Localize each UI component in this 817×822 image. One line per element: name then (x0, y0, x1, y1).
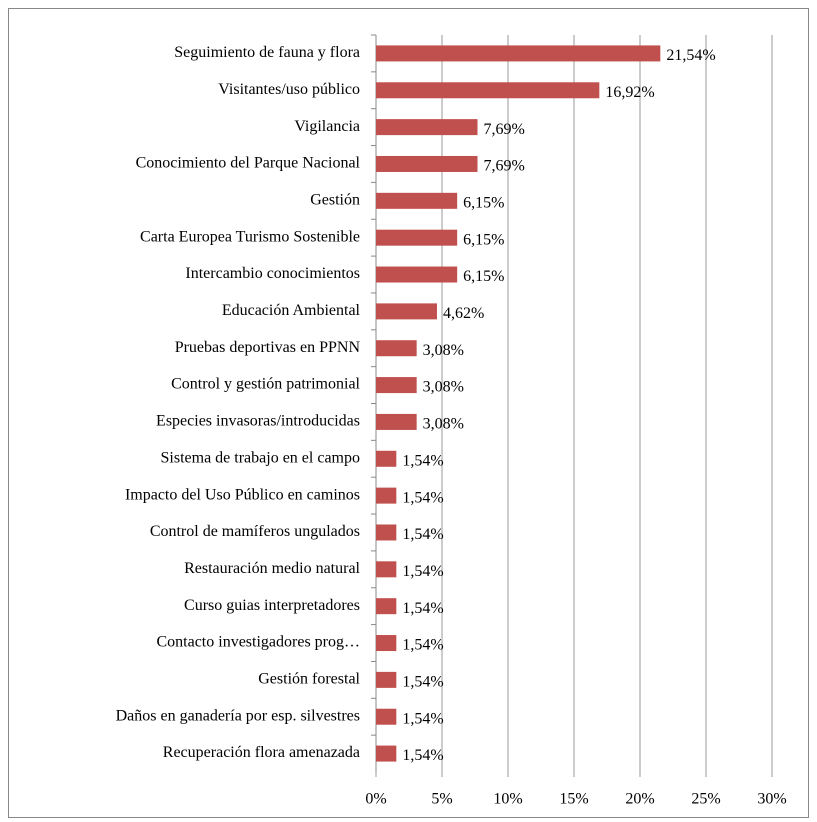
x-tick-label: 15% (559, 791, 588, 808)
value-label: 1,54% (402, 452, 443, 469)
y-tick-label: Gestión forestal (258, 671, 360, 688)
bar (376, 524, 397, 541)
bar (376, 266, 458, 283)
y-tick-label: Daños en ganadería por esp. silvestres (116, 707, 360, 724)
value-label: 6,15% (463, 231, 504, 248)
y-tick-label: Intercambio conocimientos (185, 265, 360, 282)
bar (376, 413, 417, 430)
bar (376, 155, 478, 172)
y-tick-label: Curso guias interpretadores (184, 597, 360, 614)
y-tick-label: Conocimiento del Parque Nacional (136, 155, 361, 172)
chart-frame (8, 8, 809, 818)
y-tick-label: Contacto investigadores prog… (156, 634, 360, 651)
bar (376, 598, 397, 615)
bar (376, 82, 600, 99)
bar (376, 635, 397, 652)
y-tick-label: Seguimiento de fauna y flora (174, 44, 360, 61)
value-label: 1,54% (402, 489, 443, 506)
bar (376, 303, 437, 320)
y-tick-label: Control de mamíferos ungulados (150, 523, 360, 540)
bar (376, 487, 397, 504)
value-label: 1,54% (402, 747, 443, 764)
y-tick-label: Educación Ambiental (222, 302, 361, 319)
value-label: 1,54% (402, 600, 443, 617)
value-label: 3,08% (423, 342, 464, 359)
x-tick-label: 30% (757, 791, 786, 808)
x-tick-label: 20% (625, 791, 654, 808)
bar (376, 229, 458, 246)
bar (376, 340, 417, 357)
value-label: 3,08% (423, 379, 464, 396)
bar (376, 450, 397, 467)
y-tick-label: Restauración medio natural (184, 560, 360, 577)
y-tick-label: Recuperación flora amenazada (163, 744, 360, 761)
bar (376, 45, 661, 62)
x-tick-label: 0% (365, 791, 386, 808)
y-tick-label: Pruebas deportivas en PPNN (175, 339, 361, 356)
value-label: 6,15% (463, 268, 504, 285)
value-label: 16,92% (605, 84, 654, 101)
y-tick-label: Vigilancia (294, 118, 360, 135)
bar (376, 119, 478, 136)
y-tick-label: Especies invasoras/introducidas (156, 413, 360, 430)
x-tick-label: 5% (431, 791, 452, 808)
value-label: 1,54% (402, 637, 443, 654)
y-tick-label: Gestión (310, 191, 360, 208)
y-tick-label: Carta Europea Turismo Sostenible (140, 228, 360, 245)
bar (376, 745, 397, 762)
value-label: 7,69% (484, 121, 525, 138)
value-label: 4,62% (443, 305, 484, 322)
bar (376, 671, 397, 688)
y-tick-label: Visitantes/uso público (218, 81, 360, 98)
value-label: 6,15% (463, 194, 504, 211)
value-label: 1,54% (402, 710, 443, 727)
value-label: 7,69% (484, 158, 525, 175)
value-label: 1,54% (402, 563, 443, 580)
bar (376, 708, 397, 725)
y-tick-label: Sistema de trabajo en el campo (161, 449, 360, 466)
y-tick-label: Control y gestión patrimonial (171, 376, 360, 393)
y-tick-label: Impacto del Uso Público en caminos (125, 486, 360, 503)
bar (376, 192, 458, 209)
x-tick-label: 10% (493, 791, 522, 808)
bar (376, 561, 397, 578)
bar (376, 377, 417, 394)
value-label: 1,54% (402, 674, 443, 691)
value-label: 3,08% (423, 416, 464, 433)
x-tick-label: 25% (691, 791, 720, 808)
value-label: 1,54% (402, 526, 443, 543)
value-label: 21,54% (666, 47, 715, 64)
